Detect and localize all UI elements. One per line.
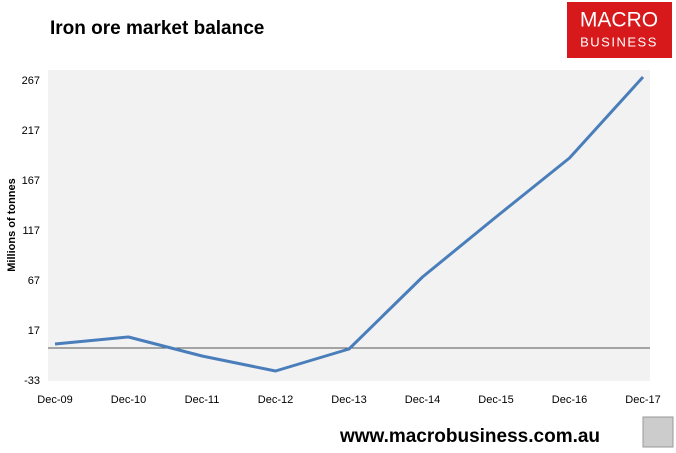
y-tick-label: 67 (28, 275, 40, 287)
y-tick-label: 167 (22, 175, 40, 187)
x-tick-label: Dec-12 (258, 394, 293, 406)
logo-text: BUSINESS (580, 34, 658, 49)
x-tick-label: Dec-14 (405, 394, 440, 406)
plot-area (48, 70, 650, 381)
line-series (54, 75, 645, 373)
wolf-icon (642, 416, 674, 448)
x-tick-label: Dec-15 (478, 394, 513, 406)
x-tick-label: Dec-17 (625, 394, 660, 406)
x-tick-label: Dec-10 (111, 394, 146, 406)
footer: www.macrobusiness.com.au (339, 426, 600, 447)
x-tick-label: Dec-13 (331, 394, 366, 406)
logo-box (567, 2, 672, 58)
y-axis-label: Millions of tonnes (6, 178, 18, 272)
y-tick-label: -33 (24, 375, 40, 387)
x-tick-label: Dec-09 (37, 394, 72, 406)
y-tick-label: 117 (22, 225, 40, 237)
y-tick-label: 267 (22, 75, 40, 87)
x-tick-label: Dec-16 (552, 394, 587, 406)
y-tick-label: 217 (22, 125, 40, 137)
x-tick-label: Dec-11 (185, 394, 220, 406)
chart-title: Iron ore market balance (50, 18, 264, 39)
y-tick-label: 17 (28, 325, 40, 337)
logo-text: MACRO (580, 9, 658, 32)
